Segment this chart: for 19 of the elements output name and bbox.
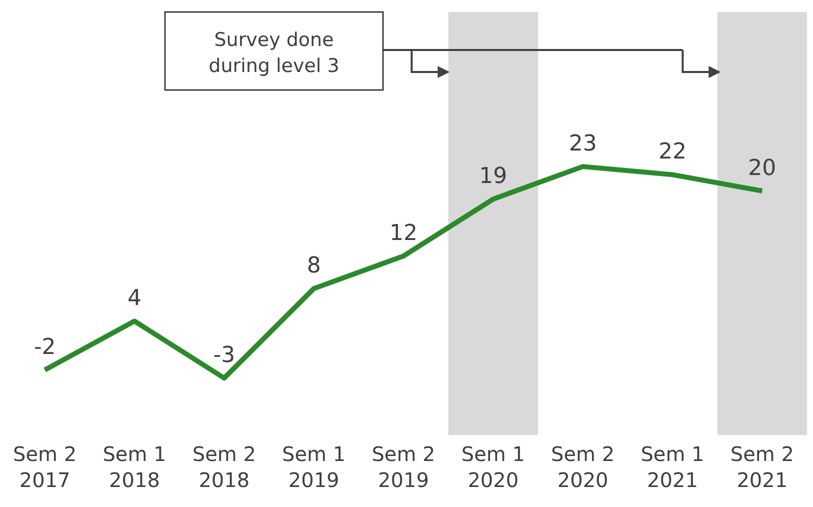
- text: Survey done during level 3: [208, 29, 340, 77]
- data-label: -3: [213, 343, 236, 368]
- data-label: 20: [748, 156, 776, 181]
- data-label: 23: [568, 132, 597, 157]
- x-tick-label: Sem 1 2020: [461, 442, 525, 492]
- x-tick-label: Sem 2 2021: [730, 442, 794, 492]
- x-tick-label: Sem 2 2019: [372, 442, 436, 492]
- data-label: 12: [390, 221, 418, 246]
- data-label: 8: [306, 254, 321, 279]
- x-tick-label: Sem 1 2019: [282, 442, 346, 492]
- x-tick-label: Sem 2 2018: [192, 442, 256, 492]
- data-label: 4: [128, 286, 142, 312]
- x-tick-label: Sem 2 2020: [551, 442, 615, 492]
- data-label: 22: [658, 140, 686, 165]
- x-tick-label: Sem 1 2021: [640, 442, 704, 492]
- data-label: -2: [34, 334, 56, 360]
- data-label: 19: [479, 164, 508, 190]
- x-tick-label: Sem 1 2018: [102, 442, 166, 492]
- x-tick-label: Sem 2 2017: [13, 442, 77, 492]
